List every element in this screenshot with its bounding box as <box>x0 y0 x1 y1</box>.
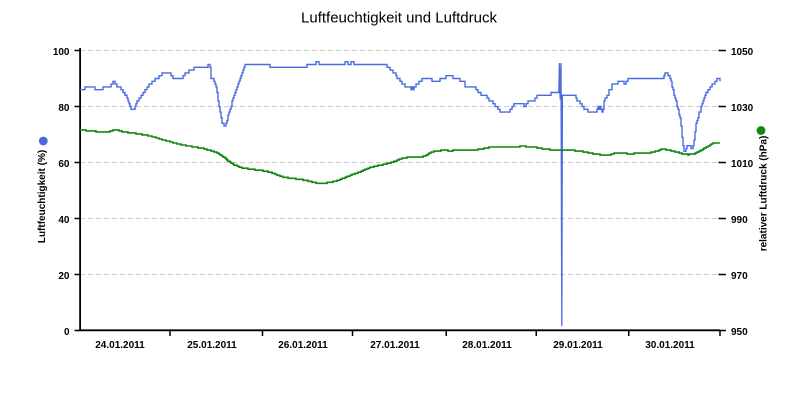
svg-text:1010: 1010 <box>731 159 754 170</box>
svg-text:100: 100 <box>53 47 70 58</box>
svg-text:Luftfeuchtigkeit (%): Luftfeuchtigkeit (%) <box>37 150 48 243</box>
svg-text:Luftfeuchtigkeit und Luftdruck: Luftfeuchtigkeit und Luftdruck <box>301 10 497 27</box>
svg-text:970: 970 <box>731 271 748 282</box>
svg-text:28.01.2011: 28.01.2011 <box>462 340 512 351</box>
svg-text:26.01.2011: 26.01.2011 <box>278 340 328 351</box>
svg-text:0: 0 <box>64 327 70 338</box>
svg-text:20: 20 <box>58 271 70 282</box>
svg-text:80: 80 <box>58 103 70 114</box>
svg-text:1030: 1030 <box>731 103 754 114</box>
svg-text:990: 990 <box>731 215 748 226</box>
svg-text:27.01.2011: 27.01.2011 <box>370 340 420 351</box>
svg-text:30.01.2011: 30.01.2011 <box>645 340 695 351</box>
svg-text:24.01.2011: 24.01.2011 <box>95 340 145 351</box>
svg-text:950: 950 <box>731 327 748 338</box>
svg-text:1050: 1050 <box>731 47 754 58</box>
svg-text:40: 40 <box>58 215 70 226</box>
svg-text:29.01.2011: 29.01.2011 <box>553 340 603 351</box>
svg-text:25.01.2011: 25.01.2011 <box>187 340 237 351</box>
svg-text:relativer Luftdruck (hPa): relativer Luftdruck (hPa) <box>759 136 770 252</box>
svg-text:60: 60 <box>58 159 70 170</box>
